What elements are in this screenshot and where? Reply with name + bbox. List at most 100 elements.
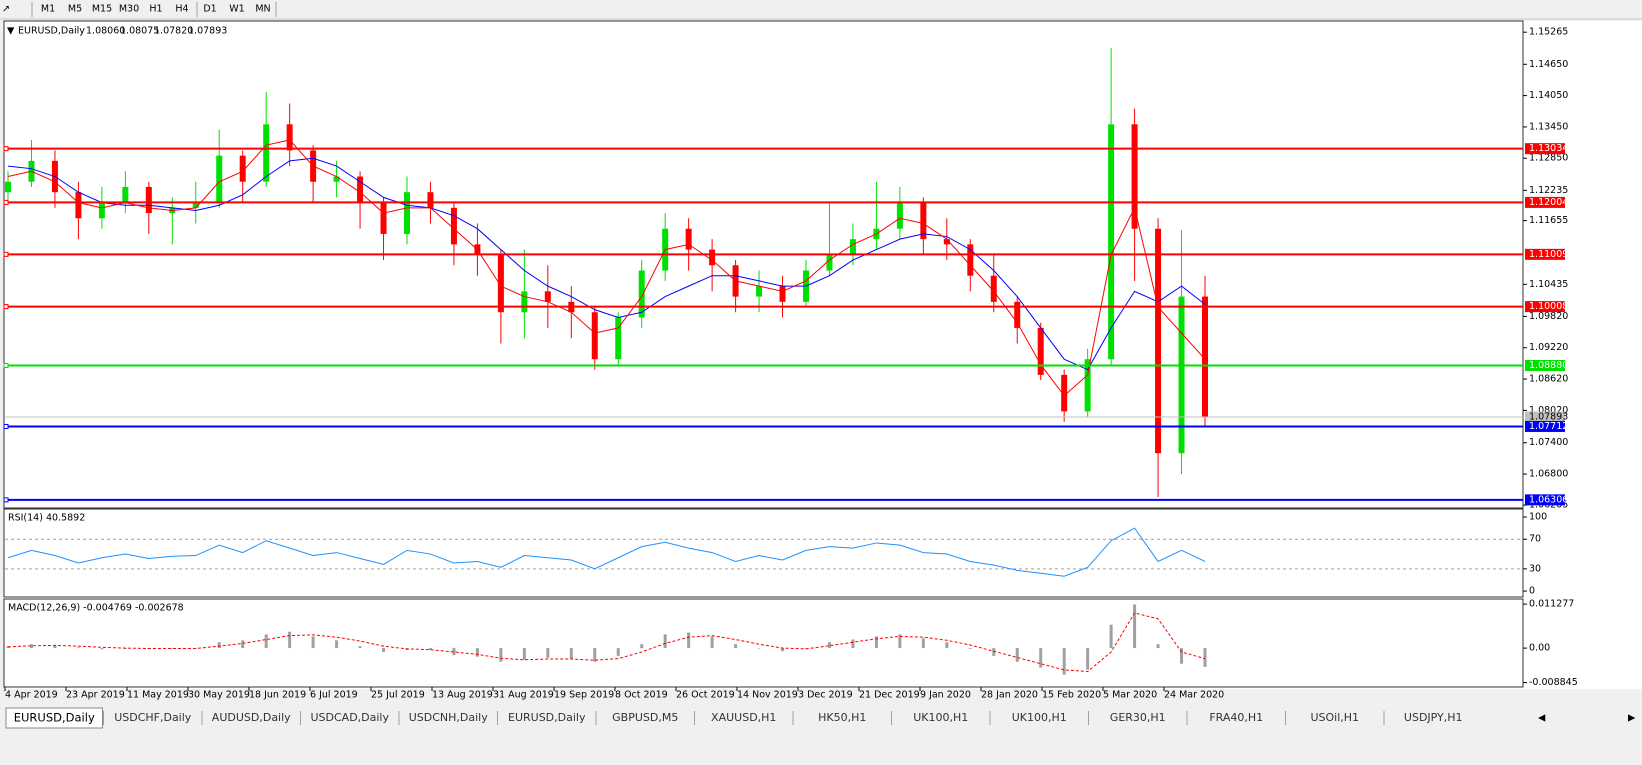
tab-label[interactable]: UK100,H1 — [1012, 711, 1067, 724]
chart-tab[interactable] — [1286, 708, 1384, 728]
level-handle[interactable] — [3, 251, 9, 257]
timeframe-button[interactable]: H1 — [149, 4, 162, 15]
tab-label[interactable]: HK50,H1 — [818, 711, 866, 724]
chart-tab[interactable] — [794, 708, 891, 728]
candle-body — [1108, 124, 1115, 360]
tab-label[interactable]: GBPUSD,M5 — [612, 711, 678, 724]
level-price-tag — [1525, 359, 1565, 371]
macd-bar — [663, 634, 667, 649]
macd-bar — [6, 646, 10, 649]
macd-bar — [358, 646, 362, 649]
tab-label[interactable]: USOil,H1 — [1310, 711, 1359, 724]
candle-body — [849, 239, 856, 255]
tab-label[interactable]: AUDUSD,Daily — [212, 711, 291, 724]
y-tick-label: 0 — [1529, 586, 1535, 597]
macd-bar — [546, 648, 550, 658]
timeframe-button[interactable]: M30 — [119, 4, 139, 15]
chart-tab[interactable] — [203, 708, 300, 728]
chart-tab[interactable] — [1385, 708, 1482, 728]
candle-body — [615, 317, 622, 360]
x-tick-label: 13 Aug 2019 — [432, 690, 493, 701]
level-price-label: 1.12004 — [1529, 197, 1568, 208]
macd-bar — [335, 640, 339, 649]
timeframe-button[interactable]: M5 — [68, 4, 82, 15]
x-tick-label: 15 Feb 2020 — [1042, 690, 1101, 701]
chart-tab[interactable] — [498, 708, 596, 728]
x-tick-label: 30 May 2019 — [188, 690, 250, 701]
candle-body — [239, 155, 246, 182]
macd-bar — [757, 648, 761, 649]
tab-label[interactable]: FRA40,H1 — [1209, 711, 1263, 724]
level-handle[interactable] — [3, 304, 9, 310]
tab-label[interactable]: USDJPY,H1 — [1404, 711, 1463, 724]
chart-tab[interactable] — [5, 707, 103, 729]
macd-bar — [1086, 648, 1090, 670]
y-tick-label: 1.07400 — [1529, 437, 1568, 448]
tab-label[interactable]: XAUUSD,H1 — [711, 711, 776, 724]
tab-label[interactable]: USDCHF,Daily — [114, 711, 192, 724]
level-handle[interactable] — [3, 199, 9, 205]
candle-body — [521, 291, 528, 313]
chart-tab[interactable] — [1188, 708, 1285, 728]
chart-tab[interactable] — [597, 708, 694, 728]
timeframe-button[interactable]: M15 — [92, 4, 112, 15]
x-tick-label: 31 Aug 2019 — [493, 690, 554, 701]
current-price-label: 1.07893 — [1529, 412, 1568, 423]
level-price-tag — [1525, 420, 1565, 432]
tab-label[interactable]: EURUSD,Daily — [14, 711, 95, 725]
macd-bar — [452, 648, 456, 656]
tab-scroll-right[interactable]: ▶ — [1628, 713, 1636, 724]
macd-bar — [53, 644, 57, 649]
candle-body — [333, 176, 340, 182]
chart-tab[interactable] — [991, 708, 1088, 728]
y-tick-label: 1.14650 — [1529, 59, 1568, 70]
macd-bar — [710, 636, 714, 649]
level-handle[interactable] — [3, 423, 9, 429]
y-tick-label: 1.08620 — [1529, 374, 1568, 385]
tab-scroll-left[interactable]: ◀ — [1538, 713, 1546, 724]
ohlc-value: 1.07820 — [154, 26, 193, 37]
x-tick-label: 19 Sep 2019 — [554, 690, 614, 701]
y-tick-label: -0.008845 — [1529, 677, 1578, 688]
x-tick-label: 3 Dec 2019 — [798, 690, 853, 701]
level-handle[interactable] — [3, 362, 9, 368]
level-handle[interactable] — [3, 497, 9, 503]
level-price-tag — [1525, 248, 1565, 260]
tab-label[interactable]: EURUSD,Daily — [508, 711, 586, 724]
timeframe-button[interactable]: M1 — [41, 4, 55, 15]
chart-tab[interactable] — [892, 708, 990, 728]
chart-tab[interactable] — [104, 708, 202, 728]
y-tick-label: 1.09820 — [1529, 311, 1568, 322]
tab-label[interactable]: USDCNH,Daily — [409, 711, 489, 724]
tab-label[interactable]: USDCAD,Daily — [310, 711, 389, 724]
tab-label[interactable]: UK100,H1 — [913, 711, 968, 724]
chart-tab[interactable] — [301, 708, 399, 728]
macd-bar — [640, 644, 644, 649]
timeframe-button[interactable]: W1 — [229, 4, 244, 15]
macd-bar — [522, 648, 526, 660]
timeframe-button[interactable]: H4 — [175, 4, 188, 15]
candle-body — [286, 124, 293, 151]
candle-body — [943, 239, 950, 245]
level-price-tag — [1525, 143, 1565, 155]
y-tick-label: 1.06800 — [1529, 469, 1568, 480]
timeframe-button[interactable]: D1 — [203, 4, 216, 15]
candle-body — [75, 192, 82, 219]
x-tick-label: 25 Jul 2019 — [371, 690, 425, 701]
chart-tab[interactable] — [1089, 708, 1187, 728]
chart-title: EURUSD,Daily — [18, 26, 85, 37]
x-tick-label: 8 Oct 2019 — [615, 690, 668, 701]
macd-bar — [921, 638, 925, 649]
y-tick-label: 1.12235 — [1529, 185, 1568, 196]
macd-bar — [1133, 604, 1137, 649]
candle-body — [404, 192, 410, 234]
chart-tab[interactable] — [400, 708, 497, 728]
chart-tab[interactable] — [695, 708, 793, 728]
macd-bar — [475, 648, 479, 657]
tab-label[interactable]: GER30,H1 — [1110, 711, 1166, 724]
level-handle[interactable] — [3, 146, 9, 152]
y-tick-label: 1.15265 — [1529, 27, 1568, 38]
timeframe-button[interactable]: MN — [255, 4, 270, 15]
candle-body — [1155, 228, 1162, 454]
